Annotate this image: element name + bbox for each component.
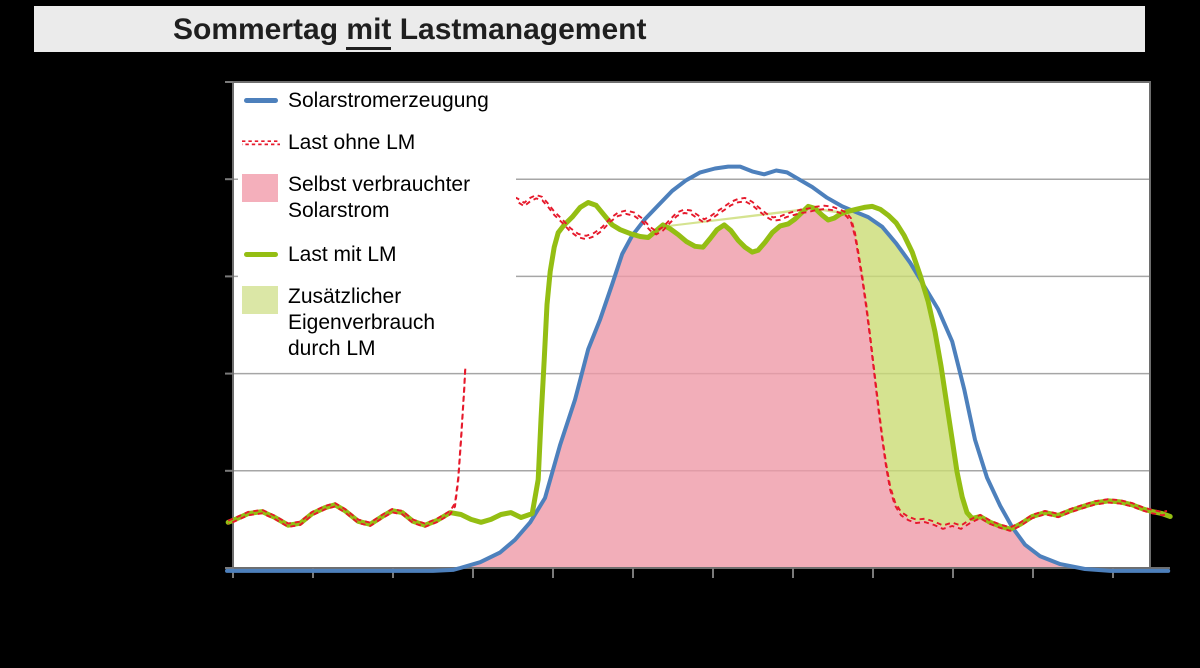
- legend-label-solar: Solarstromerzeugung: [288, 88, 489, 114]
- title-underlined-word: mit: [346, 13, 392, 50]
- legend-item-zusatz-eigenverbrauch: Zusätzlicher Eigenverbrauch durch LM: [238, 284, 435, 362]
- legend-key-last-ohne-lm-line-icon: [238, 130, 288, 149]
- area-zusatz-eigenverbrauch: [654, 206, 975, 527]
- legend-item-selbstverbrauch: Selbst verbrauchter Solarstrom: [238, 172, 470, 224]
- legend-key-last-mit-lm-line-icon: [238, 242, 288, 257]
- legend-label-line: durch LM: [288, 337, 376, 360]
- area-selbstverbrauch: [229, 208, 1169, 571]
- series-solar: [225, 164, 1171, 573]
- legend-label-line: Eigenverbrauch: [288, 311, 436, 334]
- legend-label-selbstverbrauch: Selbst verbrauchter Solarstrom: [288, 172, 470, 224]
- title-prefix: Sommertag: [173, 13, 347, 46]
- title-suffix: Lastmanagement: [391, 13, 647, 46]
- legend-label-last-ohne-lm: Last ohne LM: [288, 130, 415, 156]
- legend-item-last-mit-lm: Last mit LM: [238, 242, 397, 268]
- legend-label-zusatz-eigenverbrauch: Zusätzlicher Eigenverbrauch durch LM: [288, 284, 435, 362]
- legend-key-selbstverbrauch-swatch: [238, 172, 288, 202]
- legend-key-zusatz-eigenverbrauch-swatch: [238, 284, 288, 314]
- solar-line-icon: [244, 98, 278, 103]
- title-bar: Sommertag mit Lastmanagement: [34, 6, 1145, 52]
- legend-label-line: Last mit LM: [288, 243, 397, 266]
- chart-legend: Solarstromerzeugung Last ohne LM Selbst ve…: [238, 85, 516, 368]
- selbstverbrauch-swatch: [242, 174, 278, 202]
- last-mit-lm-line-icon: [244, 252, 278, 257]
- zusatz-eigenverbrauch-swatch: [242, 286, 278, 314]
- page-title: Sommertag mit Lastmanagement: [173, 6, 646, 52]
- legend-item-last-ohne-lm: Last ohne LM: [238, 130, 415, 156]
- legend-label-line: Selbst verbrauchter: [288, 173, 471, 196]
- legend-key-solar-line-icon: [238, 88, 288, 103]
- series-last-mit-lm: [225, 200, 1173, 532]
- legend-label-last-mit-lm: Last mit LM: [288, 242, 397, 268]
- legend-label-line: Zusätzlicher: [288, 285, 402, 308]
- legend-label-line: Last ohne LM: [288, 131, 416, 154]
- series-last-ohne-lm: [227, 194, 1168, 529]
- legend-label-line: Solarstromerzeugung: [288, 89, 489, 112]
- legend-item-solar: Solarstromerzeugung: [238, 88, 489, 114]
- legend-label-line: Solarstrom: [288, 199, 390, 222]
- last-ohne-lm-dashed-line-icon: [242, 140, 280, 146]
